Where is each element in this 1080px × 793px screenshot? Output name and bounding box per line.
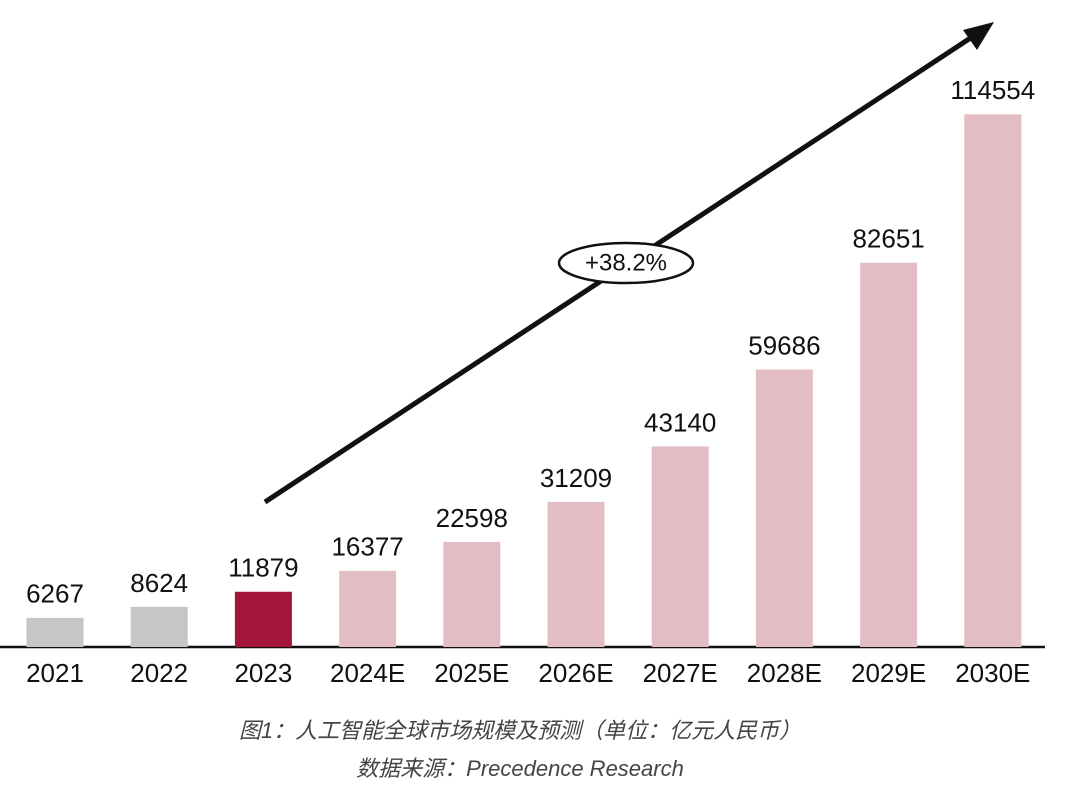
bar — [234, 591, 292, 647]
bar — [130, 606, 188, 647]
bar — [339, 570, 397, 647]
bar — [860, 262, 918, 647]
x-tick-label: 2024E — [330, 658, 405, 688]
data-label: 114554 — [950, 75, 1035, 105]
annotation-ellipse — [557, 241, 695, 285]
bar — [547, 501, 605, 647]
x-tick-label: 2026E — [538, 658, 613, 688]
x-tick-label: 2025E — [434, 658, 509, 688]
data-label: 59686 — [748, 330, 820, 360]
x-tick-label: 2028E — [747, 658, 822, 688]
growth-annotation: +38.2% — [585, 249, 667, 276]
x-tick-label: 2027E — [643, 658, 718, 688]
data-label: 31209 — [540, 463, 612, 493]
source: 数据来源：Precedence Research — [356, 756, 684, 781]
bar — [964, 114, 1022, 647]
bar — [443, 541, 501, 647]
arrow-head — [963, 22, 994, 50]
bar — [651, 446, 709, 647]
data-label: 82651 — [852, 224, 924, 254]
data-label: 11879 — [228, 553, 298, 583]
x-tick-label: 2030E — [955, 658, 1030, 688]
data-label: 16377 — [331, 532, 403, 562]
caption: 图1：人工智能全球市场规模及预测（单位：亿元人民币） — [239, 718, 801, 743]
data-label: 22598 — [436, 503, 508, 533]
x-tick-label: 2029E — [851, 658, 926, 688]
bar — [26, 617, 84, 647]
bar — [755, 369, 813, 647]
data-label: 43140 — [644, 407, 716, 437]
data-label: 8624 — [130, 568, 188, 598]
x-tick-label: 2021 — [26, 658, 84, 688]
x-tick-label: 2023 — [234, 658, 292, 688]
x-tick-label: 2022 — [130, 658, 188, 688]
data-label: 6267 — [26, 579, 84, 609]
